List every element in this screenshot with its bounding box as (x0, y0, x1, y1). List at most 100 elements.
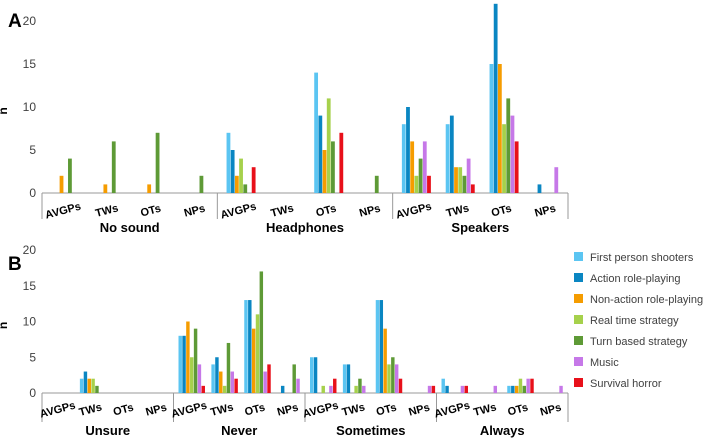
legend: First person shooters Action role-playing… (574, 252, 703, 390)
bar-first-person-shooters (507, 385, 511, 393)
legend-item: Real time strategy (574, 315, 679, 327)
y-tick-label: 20 (23, 243, 37, 257)
bar-non-action-role-playing (497, 64, 502, 193)
bar-non-action-role-playing (410, 141, 415, 193)
x-tick-label: NPs (358, 203, 382, 220)
bar-non-action-role-playing (219, 371, 223, 393)
legend-swatch (574, 273, 583, 282)
bar-first-person-shooters (441, 378, 445, 393)
bar-real-time-strategy (502, 124, 506, 193)
bar-non-action-role-playing (87, 378, 91, 393)
bar-action-role-playing (511, 385, 515, 393)
bar-turn-based-strategy (95, 385, 99, 393)
group-label: No sound (100, 220, 160, 235)
y-tick-label: 5 (29, 350, 36, 364)
legend-item: Turn based strategy (574, 336, 688, 348)
y-tick-label: 15 (23, 279, 37, 293)
panel-label: A (8, 11, 22, 32)
bar-non-action-role-playing (234, 175, 239, 193)
bar-turn-based-strategy (259, 271, 264, 393)
group-label: Speakers (451, 220, 509, 235)
bar-action-role-playing (230, 150, 235, 193)
x-tick-label: AVGPs (170, 400, 208, 421)
x-tick-label: NPs (533, 203, 557, 220)
bar-real-time-strategy (354, 385, 358, 393)
bar-non-action-role-playing (147, 184, 152, 193)
x-tick-label: AVGPs (301, 400, 339, 421)
bar-non-action-role-playing (454, 167, 458, 193)
bar-music (510, 115, 515, 193)
bar-turn-based-strategy (111, 141, 116, 193)
x-tick-label: NPs (407, 402, 431, 419)
y-axis-title: n (0, 107, 10, 114)
bar-survival-horror (427, 175, 431, 193)
bar-turn-based-strategy (68, 158, 72, 193)
bar-real-time-strategy (387, 364, 391, 393)
bar-music (329, 385, 333, 393)
bar-turn-based-strategy (331, 141, 335, 193)
legend-label: First person shooters (590, 252, 694, 264)
bar-first-person-shooters (489, 64, 494, 193)
bar-action-role-playing (346, 364, 351, 393)
bar-action-role-playing (445, 385, 449, 393)
y-axis-title: n (0, 322, 10, 329)
bar-first-person-shooters (211, 364, 215, 393)
bar-action-role-playing (313, 357, 318, 393)
bar-real-time-strategy (414, 175, 419, 193)
y-tick-label: 20 (23, 14, 37, 28)
bar-music (554, 167, 559, 193)
bar-turn-based-strategy (358, 378, 362, 393)
x-tick-label: OTs (375, 402, 398, 419)
legend-swatch (574, 378, 583, 387)
legend-label: Music (590, 357, 619, 369)
bar-turn-based-strategy (391, 357, 395, 393)
legend-item: Survival horror (574, 378, 662, 390)
legend-label: Real time strategy (590, 315, 679, 327)
legend-swatch (574, 315, 583, 324)
y-tick-label: 0 (29, 386, 36, 400)
bar-music (466, 158, 471, 193)
x-tick-label: TWs (341, 401, 367, 419)
x-tick-label: NPs (539, 402, 563, 419)
bar-music (362, 385, 366, 393)
bar-turn-based-strategy (462, 175, 467, 193)
bar-survival-horror (267, 364, 271, 393)
bar-first-person-shooters (445, 124, 450, 193)
bar-turn-based-strategy (226, 342, 231, 393)
panel-label: B (8, 254, 22, 275)
legend-item: Music (574, 357, 619, 369)
bar-non-action-role-playing (322, 150, 327, 193)
bar-action-role-playing (449, 115, 454, 193)
bar-action-role-playing (537, 184, 542, 193)
bar-survival-horror (201, 385, 205, 393)
bar-survival-horror (398, 378, 403, 393)
bar-action-role-playing (280, 385, 285, 393)
bar-non-action-role-playing (186, 321, 190, 393)
legend-item: Non-action role-playing (574, 294, 703, 306)
bar-real-time-strategy (321, 385, 325, 393)
bar-music (460, 385, 465, 393)
x-tick-label: TWs (209, 401, 235, 419)
bar-survival-horror (234, 378, 238, 393)
legend-label: Survival horror (590, 378, 662, 390)
bar-first-person-shooters (310, 357, 314, 393)
bar-action-role-playing (318, 115, 323, 193)
x-tick-label: NPs (183, 203, 207, 220)
bar-survival-horror (530, 378, 534, 393)
bar-non-action-role-playing (103, 184, 108, 193)
legend-swatch (574, 336, 583, 345)
bar-survival-horror (251, 167, 256, 193)
bar-survival-horror (470, 184, 475, 193)
bar-real-time-strategy (518, 378, 523, 393)
bar-turn-based-strategy (506, 98, 511, 193)
bar-survival-horror (464, 385, 468, 393)
x-tick-label: OTs (112, 402, 135, 419)
bar-music (394, 364, 399, 393)
chart-panel-a: A 0 5 10 15 20 n AVGPs TWs OTs NPs No sound AVGPs TWs… (0, 3, 569, 235)
bar-music (559, 385, 563, 393)
legend-label: Turn based strategy (590, 336, 688, 348)
legend-label: Action role-playing (590, 273, 681, 285)
bar-turn-based-strategy (155, 132, 160, 193)
